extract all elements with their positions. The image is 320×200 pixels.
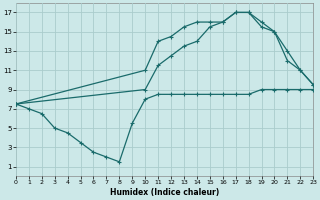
X-axis label: Humidex (Indice chaleur): Humidex (Indice chaleur) (110, 188, 219, 197)
